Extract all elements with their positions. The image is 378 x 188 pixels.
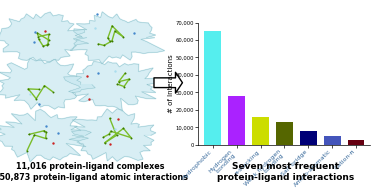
Point <box>36 103 42 106</box>
Point <box>46 33 52 36</box>
Bar <box>324 136 341 145</box>
Point <box>41 129 47 132</box>
Bar <box>228 96 245 145</box>
Point <box>95 42 101 45</box>
Point <box>36 35 42 38</box>
Point <box>86 98 92 101</box>
Point <box>115 83 121 86</box>
Point <box>44 44 50 47</box>
Point <box>24 149 30 152</box>
Point <box>113 134 119 137</box>
Point <box>43 125 49 128</box>
Polygon shape <box>70 12 164 64</box>
Point <box>55 131 61 134</box>
Point <box>115 118 121 121</box>
Point <box>42 84 48 87</box>
Point <box>116 80 122 83</box>
Bar <box>252 117 269 145</box>
Point <box>45 42 51 45</box>
Y-axis label: # of Interactions: # of Interactions <box>168 54 174 113</box>
Polygon shape <box>0 109 91 162</box>
Point <box>43 137 49 140</box>
Point <box>107 143 113 146</box>
Point <box>109 24 115 27</box>
Bar <box>348 140 364 145</box>
Text: Seven most frequent
protein-ligand interactions: Seven most frequent protein-ligand inter… <box>217 162 354 182</box>
Point <box>121 85 127 88</box>
Point <box>121 127 127 130</box>
Point <box>126 78 132 81</box>
Point <box>46 39 53 42</box>
Point <box>107 117 113 120</box>
Point <box>42 29 48 32</box>
Point <box>84 74 90 77</box>
Bar <box>300 131 317 145</box>
Point <box>128 136 134 139</box>
Point <box>43 131 50 134</box>
Point <box>100 136 106 139</box>
Point <box>106 133 112 136</box>
Point <box>33 97 39 100</box>
Point <box>31 40 37 43</box>
Point <box>109 39 115 42</box>
Point <box>102 141 108 144</box>
Point <box>36 88 42 91</box>
Point <box>105 36 111 39</box>
Point <box>108 130 114 133</box>
Point <box>95 72 101 75</box>
Point <box>27 93 33 96</box>
Polygon shape <box>0 12 89 62</box>
Point <box>107 39 113 42</box>
Point <box>112 70 118 73</box>
Point <box>50 142 56 145</box>
Polygon shape <box>69 109 156 161</box>
Polygon shape <box>64 61 168 111</box>
Text: 11,016 protein-ligand complexes: 11,016 protein-ligand complexes <box>17 162 165 171</box>
Point <box>32 31 38 34</box>
Point <box>112 30 118 33</box>
Point <box>50 90 56 93</box>
Point <box>94 12 101 15</box>
Point <box>25 87 31 90</box>
Point <box>34 32 40 35</box>
Point <box>120 35 126 38</box>
Point <box>31 133 37 136</box>
Bar <box>204 31 221 145</box>
Point <box>36 37 42 40</box>
Point <box>101 44 107 47</box>
Point <box>131 32 137 35</box>
Point <box>40 45 46 48</box>
Point <box>92 27 98 30</box>
Point <box>122 72 128 75</box>
Point <box>26 133 32 136</box>
Text: 750,873 protein-ligand atomic interactions: 750,873 protein-ligand atomic interactio… <box>0 173 188 182</box>
Bar <box>276 122 293 145</box>
Point <box>112 127 118 130</box>
Polygon shape <box>0 58 95 109</box>
